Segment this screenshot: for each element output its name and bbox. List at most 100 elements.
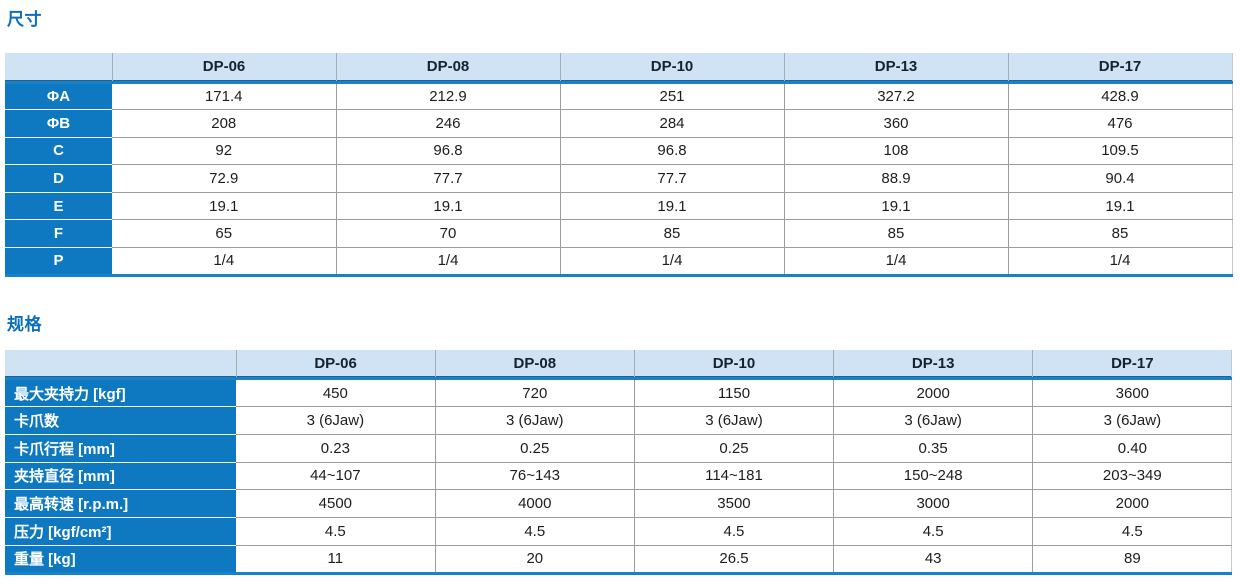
value-cell: 109.5 [1007, 137, 1233, 166]
value-cell: 3 (6Jaw) [833, 406, 1033, 435]
value-cell: 19.1 [335, 192, 560, 221]
value-cell: 327.2 [783, 82, 1008, 111]
value-cell: 90.4 [1007, 164, 1233, 193]
value-cell: 1/4 [112, 247, 336, 277]
specs-table: DP-06 DP-08 DP-10 DP-13 DP-17 最大夹持力 [kgf] 450… [5, 349, 1233, 575]
value-cell: 85 [1007, 219, 1233, 249]
table-row: 最高转速 [r.p.m.] 4500 4000 3500 3000 2000 [5, 489, 1233, 519]
row-label: ΦB [5, 109, 112, 138]
dimensions-section: 尺寸 DP-06 DP-08 DP-10 DP-13 DP-17 ΦA 171.4 212.… [5, 9, 1233, 277]
value-cell: 114~181 [633, 462, 834, 491]
table-row: F 65 70 85 85 85 [5, 219, 1233, 249]
value-cell: 3 (6Jaw) [236, 406, 436, 435]
corner-cell [5, 349, 236, 381]
column-header: DP-10 [559, 53, 784, 84]
row-label: 夹持直径 [mm] [5, 462, 236, 491]
value-cell: 76~143 [434, 462, 635, 491]
table-row: 最大夹持力 [kgf] 450 720 1150 2000 3600 [5, 378, 1233, 407]
row-label: 重量 [kg] [5, 545, 236, 575]
value-cell: 85 [783, 219, 1008, 249]
column-header: DP-10 [633, 349, 834, 381]
value-cell: 4.5 [833, 517, 1033, 546]
value-cell: 89 [1032, 545, 1233, 575]
value-cell: 251 [559, 82, 784, 111]
corner-cell [5, 53, 112, 84]
table-row: 卡爪数 3 (6Jaw) 3 (6Jaw) 3 (6Jaw) 3 (6Jaw) 3 (6J… [5, 406, 1233, 435]
dimensions-section-title: 尺寸 [7, 10, 42, 29]
value-cell: 3 (6Jaw) [633, 406, 834, 435]
value-cell: 92 [112, 137, 336, 166]
value-cell: 0.25 [434, 434, 635, 463]
value-cell: 85 [559, 219, 784, 249]
value-cell: 19.1 [559, 192, 784, 221]
value-cell: 1/4 [783, 247, 1008, 277]
table-row: D 72.9 77.7 77.7 88.9 90.4 [5, 164, 1233, 193]
value-cell: 720 [434, 378, 635, 407]
value-cell: 208 [112, 109, 336, 138]
row-label: E [5, 192, 112, 221]
value-cell: 77.7 [335, 164, 560, 193]
dimensions-table: DP-06 DP-08 DP-10 DP-13 DP-17 ΦA 171.4 212.9 25… [5, 53, 1233, 277]
column-header: DP-08 [434, 349, 635, 381]
value-cell: 4000 [434, 489, 635, 519]
dimensions-header-row: DP-06 DP-08 DP-10 DP-13 DP-17 [5, 53, 1233, 84]
table-row: P 1/4 1/4 1/4 1/4 1/4 [5, 247, 1233, 277]
value-cell: 4500 [236, 489, 436, 519]
value-cell: 212.9 [335, 82, 560, 111]
row-label: 卡爪行程 [mm] [5, 434, 236, 463]
value-cell: 1150 [633, 378, 834, 407]
value-cell: 476 [1007, 109, 1233, 138]
column-header: DP-06 [235, 349, 436, 381]
value-cell: 203~349 [1032, 462, 1233, 491]
column-header: DP-13 [783, 53, 1008, 84]
value-cell: 26.5 [633, 545, 834, 575]
value-cell: 4.5 [434, 517, 635, 546]
value-cell: 3500 [633, 489, 834, 519]
table-row: 重量 [kg] 11 20 26.5 43 89 [5, 545, 1233, 575]
specs-section-title: 规格 [7, 314, 42, 334]
value-cell: 2000 [833, 378, 1033, 407]
value-cell: 360 [783, 109, 1008, 138]
value-cell: 3000 [833, 489, 1033, 519]
value-cell: 19.1 [783, 192, 1008, 221]
value-cell: 171.4 [112, 82, 336, 111]
table-row: 夹持直径 [mm] 44~107 76~143 114~181 150~248 203~3… [5, 462, 1233, 491]
value-cell: 88.9 [783, 164, 1008, 193]
row-label: 最高转速 [r.p.m.] [5, 489, 236, 519]
value-cell: 4.5 [633, 517, 834, 546]
value-cell: 1/4 [335, 247, 560, 277]
value-cell: 284 [559, 109, 784, 138]
value-cell: 1/4 [1007, 247, 1233, 277]
row-label: 压力 [kgf/cm²] [5, 517, 236, 546]
value-cell: 0.40 [1032, 434, 1233, 463]
value-cell: 44~107 [236, 462, 436, 491]
specs-section: 规格 DP-06 DP-08 DP-10 DP-13 DP-17 最大夹持力 [kgf]… [5, 314, 1233, 575]
value-cell: 3600 [1032, 378, 1233, 407]
column-header: DP-06 [111, 53, 336, 84]
row-label: D [5, 164, 112, 193]
value-cell: 65 [112, 219, 336, 249]
column-header: DP-13 [833, 349, 1033, 381]
value-cell: 11 [236, 545, 436, 575]
value-cell: 3 (6Jaw) [434, 406, 635, 435]
value-cell: 77.7 [559, 164, 784, 193]
table-row: E 19.1 19.1 19.1 19.1 19.1 [5, 192, 1233, 221]
table-row: ΦA 171.4 212.9 251 327.2 428.9 [5, 82, 1233, 111]
column-header: DP-08 [335, 53, 560, 84]
row-label: C [5, 137, 112, 166]
value-cell: 4.5 [236, 517, 436, 546]
table-row: C 92 96.8 96.8 108 109.5 [5, 137, 1233, 166]
value-cell: 20 [434, 545, 635, 575]
value-cell: 96.8 [559, 137, 784, 166]
value-cell: 0.23 [236, 434, 436, 463]
value-cell: 2000 [1032, 489, 1233, 519]
value-cell: 1/4 [559, 247, 784, 277]
value-cell: 96.8 [335, 137, 560, 166]
value-cell: 70 [335, 219, 560, 249]
specs-header-row: DP-06 DP-08 DP-10 DP-13 DP-17 [5, 349, 1233, 381]
column-header: DP-17 [1007, 53, 1233, 84]
value-cell: 246 [335, 109, 560, 138]
table-row: ΦB 208 246 284 360 476 [5, 109, 1233, 138]
row-label: P [5, 247, 112, 277]
